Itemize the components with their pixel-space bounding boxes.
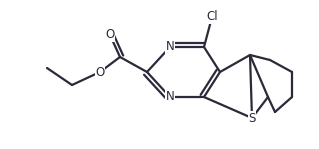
Text: O: O [105, 28, 115, 42]
Text: N: N [166, 90, 174, 104]
Text: Cl: Cl [206, 10, 218, 24]
Text: N: N [166, 41, 174, 53]
Text: S: S [248, 111, 256, 125]
Text: O: O [95, 66, 105, 79]
